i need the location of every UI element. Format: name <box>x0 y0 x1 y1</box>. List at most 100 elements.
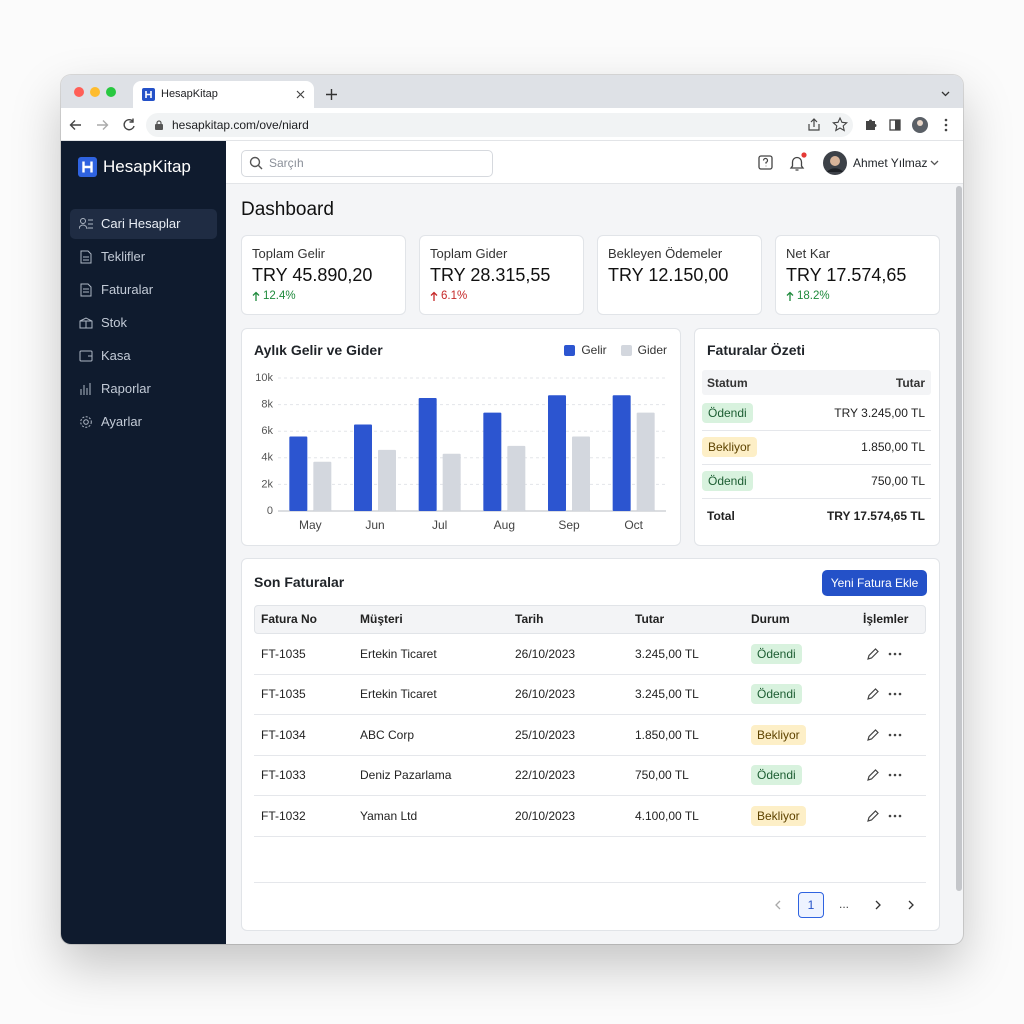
kpi-value: TRY 45.890,20 <box>252 265 373 285</box>
kpi-card <box>419 235 584 315</box>
lock-icon <box>155 120 163 130</box>
page-title: Dashboard <box>241 199 334 220</box>
table-cell: Ertekin Ticaret <box>360 647 437 661</box>
table-header-cell: Fatura No <box>261 612 318 626</box>
nav-label: Faturalar <box>101 282 154 297</box>
summary-header-cell: Statum <box>707 376 748 390</box>
profile-head <box>917 120 923 126</box>
avatar-head <box>830 156 840 166</box>
help-icon[interactable] <box>758 155 773 170</box>
brand-logo <box>78 157 97 177</box>
table-cell: 4.100,00 TL <box>635 808 699 823</box>
pagination-prev[interactable] <box>774 900 782 910</box>
kpi-trend-arrow <box>252 291 260 301</box>
nav-item[interactable] <box>70 209 217 239</box>
table-footer-line <box>254 882 926 883</box>
edit-action[interactable] <box>866 647 880 661</box>
user-avatar[interactable] <box>823 151 847 175</box>
row-divider <box>702 464 931 465</box>
more-action-part <box>893 814 897 817</box>
more-action-part <box>898 773 902 777</box>
table-cell: FT-1032 <box>261 808 306 823</box>
search-box[interactable] <box>241 150 493 177</box>
row-divider <box>254 674 926 675</box>
user-name[interactable]: Ahmet Yılmaz <box>853 156 928 170</box>
share-icon[interactable] <box>808 118 820 131</box>
kpi-value: TRY 28.315,55 <box>430 265 551 285</box>
tab-close[interactable] <box>296 90 305 99</box>
table-cell: FT-1034 <box>261 727 306 742</box>
forward-button[interactable] <box>97 120 109 130</box>
menu-dot <box>944 128 948 132</box>
edit-action[interactable] <box>866 687 880 701</box>
add-invoice-button[interactable]: Yeni Fatura Ekle <box>822 570 927 596</box>
status-badge: Ödendi <box>751 644 802 664</box>
summary-title: Faturalar Özeti <box>707 342 806 358</box>
more-action-part <box>888 652 892 656</box>
menu-dot[interactable] <box>944 118 948 122</box>
edit-action-part <box>867 769 879 782</box>
brand-name[interactable]: HesapKitap <box>103 157 191 176</box>
x-tick-label: Oct <box>624 518 643 532</box>
summary-amount: 1.850,00 TL <box>861 440 925 454</box>
search-icon <box>249 156 263 170</box>
table-cell: FT-1035 <box>261 647 306 661</box>
tab-list[interactable] <box>941 91 950 97</box>
pagination-ellipsis: ... <box>839 897 850 911</box>
nav-label: Raporlar <box>101 381 151 396</box>
bar <box>612 395 631 511</box>
minimize-dot[interactable] <box>90 87 100 97</box>
more-action-part <box>898 693 902 696</box>
legend: Gelir Gider <box>440 342 667 358</box>
bar <box>483 412 502 511</box>
bar <box>418 397 437 511</box>
more-action-part <box>888 773 892 777</box>
more-action[interactable] <box>888 733 902 737</box>
pagination-next[interactable] <box>874 900 882 910</box>
bell-icon[interactable] <box>789 156 805 171</box>
bar <box>442 453 461 511</box>
topbar-icons <box>758 152 807 171</box>
legend-swatch <box>620 344 632 356</box>
edit-action[interactable] <box>866 728 880 742</box>
invoices-title: Son Faturalar <box>254 574 345 590</box>
table-cell: 3.245,00 TL <box>635 687 699 702</box>
summary-header <box>702 370 931 395</box>
table-cell: FT-1033 <box>261 768 306 783</box>
more-action-part <box>893 693 897 696</box>
summary-header-cell: Tutar <box>895 376 925 390</box>
browser-tab[interactable] <box>133 81 314 108</box>
back-button[interactable] <box>69 120 82 130</box>
more-action[interactable] <box>888 692 902 696</box>
bookmark-icon[interactable] <box>832 116 848 132</box>
user-menu-chevron[interactable] <box>930 160 939 166</box>
more-action[interactable] <box>888 652 902 656</box>
reload-button[interactable] <box>123 118 135 131</box>
edit-action[interactable] <box>866 809 880 823</box>
more-action[interactable] <box>888 773 902 777</box>
new-tab[interactable] <box>326 89 337 100</box>
zoom-dot[interactable] <box>106 87 116 97</box>
pagination-last[interactable] <box>907 900 915 910</box>
extensions-icon[interactable] <box>866 119 877 131</box>
tab-title: HesapKitap <box>161 88 218 100</box>
more-action[interactable] <box>888 814 902 818</box>
chart: 0 2k 4k 6k 8k 10k May Jun Jul Aug Sep Oct <box>255 372 666 532</box>
table-cell: 1.850,00 TL <box>635 727 699 742</box>
nav-icon <box>80 416 92 428</box>
kpi-change: 18.2% <box>797 290 830 302</box>
pagination-next-part <box>875 900 881 910</box>
close-dot[interactable] <box>74 87 84 97</box>
bar <box>636 412 655 511</box>
chevron-glyph <box>930 160 939 166</box>
more-action-part <box>898 814 902 817</box>
pagination-current[interactable]: 1 <box>798 892 824 918</box>
nav-icon-part <box>80 283 92 297</box>
bar <box>507 445 526 511</box>
scrollbar-thumb[interactable] <box>956 186 962 891</box>
plus-glyph <box>326 89 337 100</box>
edit-action[interactable] <box>866 768 880 782</box>
nav-buttons <box>69 118 135 131</box>
table-cell: Deniz Pazarlama <box>360 768 452 783</box>
address-bar[interactable] <box>146 113 853 137</box>
